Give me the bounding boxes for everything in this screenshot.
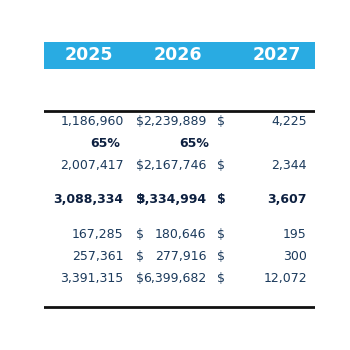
Text: 2027: 2027 [253,47,301,64]
Text: $: $ [217,115,225,128]
Text: $: $ [136,228,144,241]
Text: 167,285: 167,285 [72,228,124,241]
Text: 2,239,889: 2,239,889 [143,115,206,128]
Text: $: $ [217,250,225,263]
Text: 2,344: 2,344 [271,159,307,172]
Text: 2026: 2026 [154,47,202,64]
Text: 3,391,315: 3,391,315 [61,272,124,285]
Text: 180,646: 180,646 [155,228,206,241]
Text: 3,334,994: 3,334,994 [136,194,206,206]
Text: 6,399,682: 6,399,682 [143,272,206,285]
Text: 277,916: 277,916 [155,250,206,263]
Text: $: $ [136,272,144,285]
Text: 2025: 2025 [64,47,113,64]
Text: 257,361: 257,361 [72,250,124,263]
Text: 300: 300 [283,250,307,263]
Text: $: $ [136,115,144,128]
Text: 2,007,417: 2,007,417 [60,159,124,172]
Text: 4,225: 4,225 [271,115,307,128]
Text: 3,607: 3,607 [267,194,307,206]
FancyBboxPatch shape [44,42,315,69]
Text: 65%: 65% [90,137,120,150]
Text: $: $ [136,159,144,172]
Text: $: $ [217,272,225,285]
Text: 65%: 65% [179,137,209,150]
Text: 195: 195 [283,228,307,241]
Text: 1,186,960: 1,186,960 [61,115,124,128]
Text: $: $ [217,194,226,206]
Text: $: $ [217,228,225,241]
Text: 3,088,334: 3,088,334 [54,194,124,206]
Text: $: $ [136,250,144,263]
Text: 12,072: 12,072 [263,272,307,285]
Text: $: $ [217,159,225,172]
Text: 2,167,746: 2,167,746 [143,159,206,172]
Text: $: $ [136,194,145,206]
